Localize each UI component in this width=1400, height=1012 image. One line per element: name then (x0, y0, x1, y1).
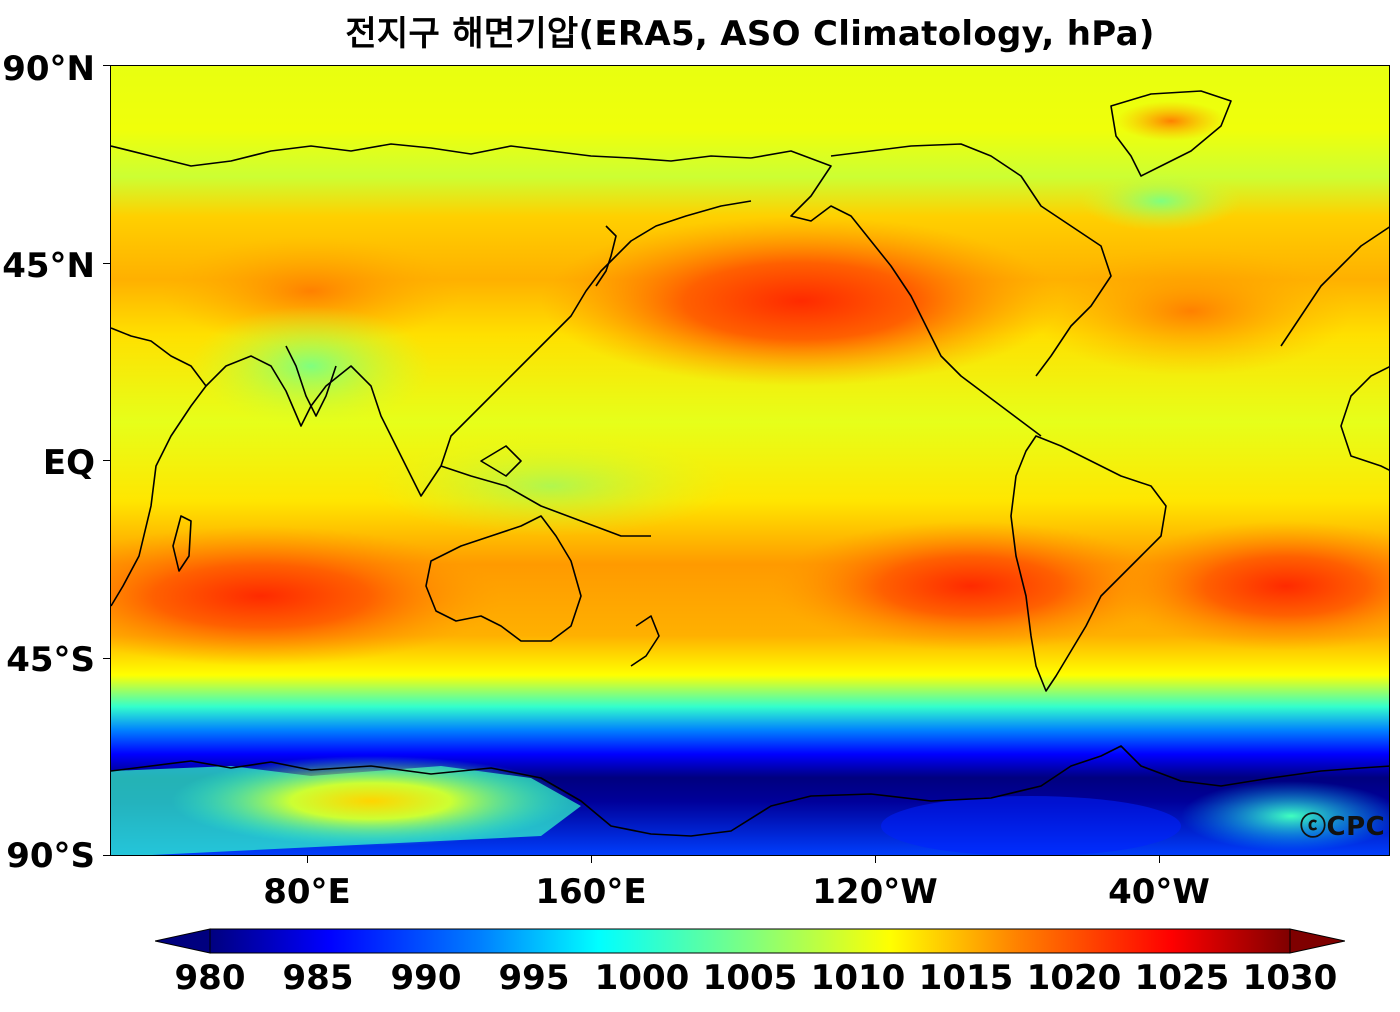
sea-level-pressure-map (111, 66, 1389, 855)
x-tick-mark (591, 856, 592, 863)
colorbar-gradient (209, 928, 1291, 954)
x-tick-label-120w: 120°W (812, 872, 938, 912)
colorbar-tick-label: 1020 (1026, 958, 1122, 998)
y-tick-mark (103, 65, 110, 66)
colorbar-tick-label: 995 (498, 958, 570, 998)
cpc-credit: ⓒCPC (1300, 812, 1386, 842)
colorbar-tick-label: 1030 (1242, 958, 1338, 998)
colorbar-tick-label: 980 (174, 958, 246, 998)
y-tick-label-90s: 90°S (6, 836, 95, 876)
x-tick-label-40w: 40°W (1108, 872, 1210, 912)
x-tick-label-160e: 160°E (535, 872, 647, 912)
colorbar-tick-label: 1010 (810, 958, 906, 998)
coastlines (111, 90, 1389, 837)
colorbar-extend-min (155, 928, 211, 954)
colorbar-tick-label: 1025 (1134, 958, 1230, 998)
x-tick-mark (1159, 856, 1160, 863)
colorbar-tick-label: 1000 (594, 958, 690, 998)
y-tick-mark (103, 855, 110, 856)
colorbar-tick-label: 990 (390, 958, 462, 998)
y-tick-mark (103, 658, 110, 659)
colorbar-tick-label: 985 (282, 958, 354, 998)
y-tick-mark (103, 460, 110, 461)
x-tick-label-80e: 80°E (263, 872, 351, 912)
colorbar-tick-label: 1015 (918, 958, 1014, 998)
y-tick-label-45n: 45°N (2, 246, 95, 286)
chart-title: 전지구 해면기압(ERA5, ASO Climatology, hPa) (345, 14, 1155, 54)
x-tick-mark (875, 856, 876, 863)
x-tick-mark (307, 856, 308, 863)
y-tick-label-90n: 90°N (2, 49, 95, 89)
colorbar-extend-max (1289, 928, 1345, 954)
y-tick-label-45s: 45°S (6, 640, 95, 680)
colorbar-tick-label: 1005 (702, 958, 798, 998)
map-plot-area (110, 65, 1390, 856)
colorbar (155, 928, 1345, 954)
y-tick-mark (103, 263, 110, 264)
y-tick-label-eq: EQ (42, 443, 95, 483)
